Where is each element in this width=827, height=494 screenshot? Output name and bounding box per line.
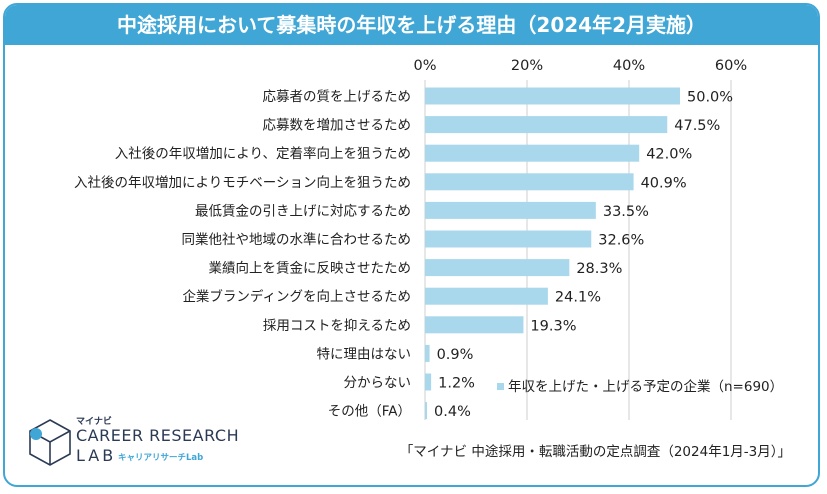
chart-frame: 中途採用において募集時の年収を上げる理由（2024年2月実施） [3, 3, 820, 487]
chart-title: 中途採用において募集時の年収を上げる理由（2024年2月実施） [5, 5, 818, 45]
category-label: 応募数を増加させるため [263, 118, 412, 134]
category-label: 業績向上を賃金に反映させたため [209, 261, 412, 277]
value-label: 0.4% [434, 404, 471, 420]
bar [425, 344, 430, 362]
bar [425, 373, 432, 391]
value-label: 1.2% [438, 376, 475, 392]
value-label: 33.5% [603, 204, 649, 220]
category-label: 入社後の年収増加により、定着率向上を狙うため [115, 145, 411, 162]
category-label: 最低賃金の引き上げに対応するため [195, 203, 411, 219]
x-tick-label: 0% [413, 58, 436, 74]
legend-swatch [497, 383, 504, 390]
legend-label: 年収を上げた・上げる予定の企業（n=690） [508, 378, 783, 395]
value-label: 50.0% [687, 90, 733, 106]
bar [425, 316, 524, 334]
value-label: 0.9% [437, 347, 474, 363]
x-tick-label: 40% [613, 58, 645, 74]
logo-lab: LAB [76, 446, 117, 465]
value-label: 24.1% [555, 290, 601, 306]
value-label: 42.0% [646, 147, 692, 163]
category-label: 応募者の質を上げるため [263, 89, 412, 105]
value-label: 32.6% [598, 233, 644, 249]
value-label: 40.9% [641, 175, 687, 191]
bar [425, 201, 596, 219]
category-label: 入社後の年収増加によりモチベーション向上を狙うため [74, 175, 411, 191]
category-label: その他（FA） [328, 404, 411, 420]
bar [425, 230, 592, 248]
logo-career-research: CAREER RESEARCH [76, 426, 240, 445]
bar [425, 402, 428, 420]
value-label: 28.3% [576, 261, 622, 277]
source-note: 「マイナビ 中途採用・転職活動の定点調査（2024年1月-3月）」 [399, 444, 791, 460]
category-label: 企業ブランディングを向上させるため [182, 288, 411, 305]
bar [425, 87, 680, 105]
value-label: 47.5% [674, 118, 720, 134]
category-label: 特に理由はない [317, 346, 412, 362]
value-label: 19.3% [530, 318, 576, 334]
career-research-lab-logo: マイナビ CAREER RESEARCH LAB キャリアリサーチLab [26, 414, 239, 474]
x-tick-label: 20% [511, 58, 543, 74]
logo-mynavi: マイナビ [76, 417, 112, 427]
cube-logo-icon [29, 419, 71, 466]
bar [425, 116, 668, 134]
category-label: 同業他社や地域の水準に合わせるため [182, 232, 412, 248]
bar [425, 287, 548, 305]
logo-subtitle: キャリアリサーチLab [118, 453, 204, 463]
x-tick-label: 60% [715, 58, 747, 74]
bar [425, 173, 634, 191]
category-label: 採用コストを抑えるため [263, 318, 411, 334]
bar [425, 259, 570, 277]
category-label: 分からない [344, 375, 412, 391]
bar [425, 144, 640, 162]
